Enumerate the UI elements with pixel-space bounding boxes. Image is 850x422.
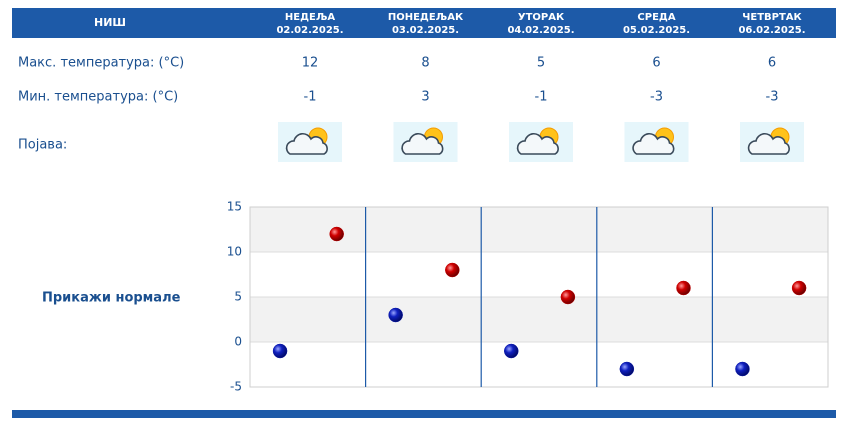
weather-icon <box>624 122 689 162</box>
day-name: СРЕДА <box>637 12 675 23</box>
temp-dot <box>791 280 807 296</box>
day-date: 02.02.2025. <box>276 25 343 36</box>
temp-value: 8 <box>421 56 429 71</box>
temp-value: 5 <box>537 56 545 71</box>
cloud <box>285 133 328 155</box>
y-tick-label: 10 <box>227 245 242 259</box>
temp-dot <box>329 226 344 242</box>
header-bar <box>12 8 836 38</box>
cloud <box>401 133 444 155</box>
weather-icon <box>278 122 342 162</box>
y-tick-label: 15 <box>227 200 242 214</box>
cloud <box>516 133 559 155</box>
temp-dot <box>272 343 288 359</box>
temp-dot <box>445 262 460 278</box>
weather-icon <box>740 122 804 162</box>
day-date: 03.02.2025. <box>392 25 459 36</box>
temp-dot <box>388 307 403 323</box>
y-tick-label: -5 <box>230 380 242 394</box>
stripe <box>250 207 828 252</box>
temp-value: 12 <box>302 56 319 71</box>
temp-dot <box>735 361 750 377</box>
row-label: Мин. температура: (°C) <box>18 90 178 105</box>
stripe <box>250 342 828 387</box>
day-date: 05.02.2025. <box>623 25 690 36</box>
temp-dot <box>676 280 691 296</box>
temp-value: -1 <box>304 90 317 105</box>
row-label: Макс. температура: (°C) <box>18 56 184 71</box>
day-date: 06.02.2025. <box>738 25 805 36</box>
temp-value: 6 <box>652 56 660 71</box>
day-date: 04.02.2025. <box>507 25 574 36</box>
temp-value: -3 <box>650 90 663 105</box>
row-label: Појава: <box>18 138 67 153</box>
cloud <box>747 133 790 155</box>
weather-icon <box>393 122 458 162</box>
temp-value: 6 <box>768 56 776 71</box>
footer-bar <box>12 410 836 418</box>
temp-dot <box>619 361 635 377</box>
day-name: ПОНЕДЕЉАК <box>388 12 464 23</box>
stripe <box>250 252 828 297</box>
plot-border <box>249 206 829 388</box>
cloud <box>632 133 675 155</box>
day-name: ЧЕТВРТАК <box>742 12 802 23</box>
y-tick-label: 0 <box>234 335 242 349</box>
temp-value: -1 <box>535 90 548 105</box>
temp-value: -3 <box>766 90 779 105</box>
temp-dot <box>504 343 519 359</box>
temp-value: 3 <box>421 90 429 105</box>
city: НИШ <box>94 16 126 29</box>
day-name: НЕДЕЉА <box>285 12 335 23</box>
weather-icon <box>509 122 573 162</box>
day-name: УТОРАК <box>518 12 565 23</box>
stripe <box>250 297 828 342</box>
y-tick-label: 5 <box>234 290 242 304</box>
temp-dot <box>560 289 576 305</box>
normals-link[interactable]: Прикажи нормале <box>42 291 181 306</box>
